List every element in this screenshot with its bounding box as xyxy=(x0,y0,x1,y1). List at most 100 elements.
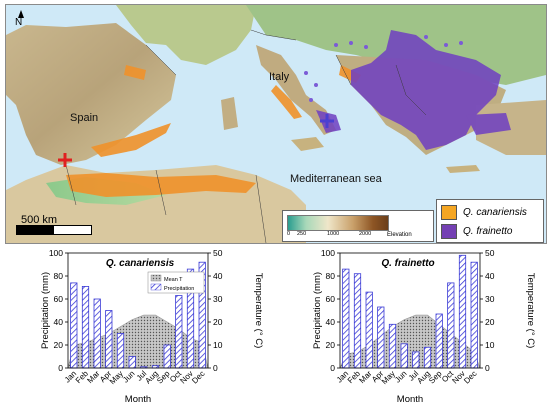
y-tick-label: 40 xyxy=(326,317,336,327)
y2-tick-label: 30 xyxy=(213,294,223,304)
plot-frame xyxy=(67,252,209,369)
elevation-tick: 0 xyxy=(287,231,291,237)
precipitation-bar xyxy=(412,351,420,369)
crete-land xyxy=(446,165,480,173)
elevation-tick: 1000 xyxy=(327,231,340,237)
y-tick-label: 0 xyxy=(58,363,63,373)
y2-tick-label: 40 xyxy=(213,271,223,281)
elevation-title: Elevation xyxy=(387,232,412,238)
north-arrow-icon xyxy=(18,10,24,18)
x-tick-label: Dec xyxy=(190,369,206,385)
y-tick-label: 0 xyxy=(330,363,335,373)
species-legend: Q. canariensis Q. frainetto xyxy=(436,199,544,243)
label-italy: Italy xyxy=(269,71,290,83)
frainetto-dots xyxy=(304,35,463,102)
precipitation-bar xyxy=(365,291,373,369)
y2-tick-label: 30 xyxy=(485,294,495,304)
x-tick-label: Dec xyxy=(462,369,478,385)
italy-land xyxy=(256,45,336,135)
y-tick-label: 20 xyxy=(326,340,336,350)
sicily-land xyxy=(291,137,324,151)
elevation-colorbar xyxy=(287,215,389,231)
distribution-map: N Spain Italy Mediterranean sea 500 km 0… xyxy=(5,4,547,244)
sardinia-land xyxy=(221,97,238,130)
y-tick-label: 60 xyxy=(54,294,64,304)
y2-tick-label: 50 xyxy=(213,248,223,258)
elevation-tick: 2000 xyxy=(359,231,372,237)
frainetto-site-marker xyxy=(320,114,334,128)
y-tick-label: 100 xyxy=(321,248,335,258)
x-axis-label: Month xyxy=(397,394,423,405)
y-axis-label: Precipitation (mm) xyxy=(40,272,51,349)
precipitation-bar xyxy=(388,323,397,369)
chart-legend-box xyxy=(147,271,205,294)
y2-tick-label: 0 xyxy=(485,363,490,373)
y2-tick-label: 40 xyxy=(485,271,495,281)
precipitation-bar xyxy=(163,344,171,369)
canariensis-site-marker xyxy=(58,153,72,167)
temperature-area xyxy=(339,314,481,369)
x-axis-label: Month xyxy=(125,394,151,405)
precipitation-bar xyxy=(400,343,408,369)
y-tick-label: 80 xyxy=(54,271,64,281)
precipitation-bar xyxy=(105,310,113,369)
precipitation-bar xyxy=(377,306,385,369)
scale-label: 500 km xyxy=(21,214,58,226)
north-label: N xyxy=(15,17,23,28)
precipitation-bar xyxy=(175,295,183,369)
climate-chart-frainetto: 02040608010001020304050JanFebMarAprMayJu… xyxy=(312,248,536,405)
precipitation-bar xyxy=(342,268,350,369)
temperature-area xyxy=(67,314,209,369)
borders xyxy=(65,29,427,243)
precipitation-bar xyxy=(470,261,478,369)
chart-title: Q. frainetto xyxy=(381,258,434,269)
precipitation-bar xyxy=(353,273,362,369)
y-tick-label: 60 xyxy=(326,294,336,304)
y2-tick-label: 20 xyxy=(485,317,495,327)
y-tick-label: 100 xyxy=(49,248,63,258)
y2-axis-label: Temperature (° C) xyxy=(253,273,264,349)
legend-swatch-precipitation xyxy=(150,283,162,291)
y2-tick-label: 50 xyxy=(485,248,495,258)
y-tick-label: 20 xyxy=(54,340,64,350)
legend-swatch xyxy=(441,223,457,239)
precipitation-bar xyxy=(458,254,467,369)
legend-item-canariensis: Q. canariensis xyxy=(441,204,527,220)
label-mediterranean-sea: Mediterranean sea xyxy=(290,173,382,185)
precipitation-bar xyxy=(81,286,90,369)
precipitation-bar xyxy=(70,282,78,369)
legend-swatch-temperature xyxy=(150,274,162,282)
legend-label-precipitation: Precipitation xyxy=(164,286,194,292)
y2-tick-label: 10 xyxy=(213,340,223,350)
y-tick-label: 40 xyxy=(54,317,64,327)
map-relief xyxy=(6,5,546,243)
y-tick-label: 80 xyxy=(326,271,336,281)
plot-frame xyxy=(339,252,481,369)
elevation-legend: 0 250 1000 2000 Elevation xyxy=(282,210,434,242)
precipitation-bar xyxy=(447,282,455,369)
legend-label: Q. canariensis xyxy=(463,206,527,218)
label-spain: Spain xyxy=(70,112,99,124)
precipitation-bar xyxy=(93,298,101,369)
elevation-tick: 250 xyxy=(297,231,307,237)
precipitation-bar xyxy=(116,333,125,369)
legend-label: Q. frainetto xyxy=(463,225,513,237)
y2-tick-label: 0 xyxy=(213,363,218,373)
precipitation-bar xyxy=(435,313,443,369)
legend-label-temperature: Mean T xyxy=(164,277,183,283)
scale-bar xyxy=(16,225,92,235)
y2-tick-label: 20 xyxy=(213,317,223,327)
precipitation-bar xyxy=(128,356,136,369)
legend-swatch xyxy=(441,204,457,220)
france-land xyxy=(116,5,256,65)
canariensis-range xyxy=(66,65,361,197)
iberia-land xyxy=(6,23,176,165)
precipitation-bar xyxy=(423,346,432,369)
y-axis-label: Precipitation (mm) xyxy=(312,272,323,349)
legend-item-frainetto: Q. frainetto xyxy=(441,223,512,239)
climate-chart-canariensis: 02040608010001020304050JanFebMarAprMayJu… xyxy=(40,248,264,405)
y2-axis-label: Temperature (° C) xyxy=(525,273,536,349)
y2-tick-label: 10 xyxy=(485,340,495,350)
chart-title: Q. canariensis xyxy=(106,258,175,269)
